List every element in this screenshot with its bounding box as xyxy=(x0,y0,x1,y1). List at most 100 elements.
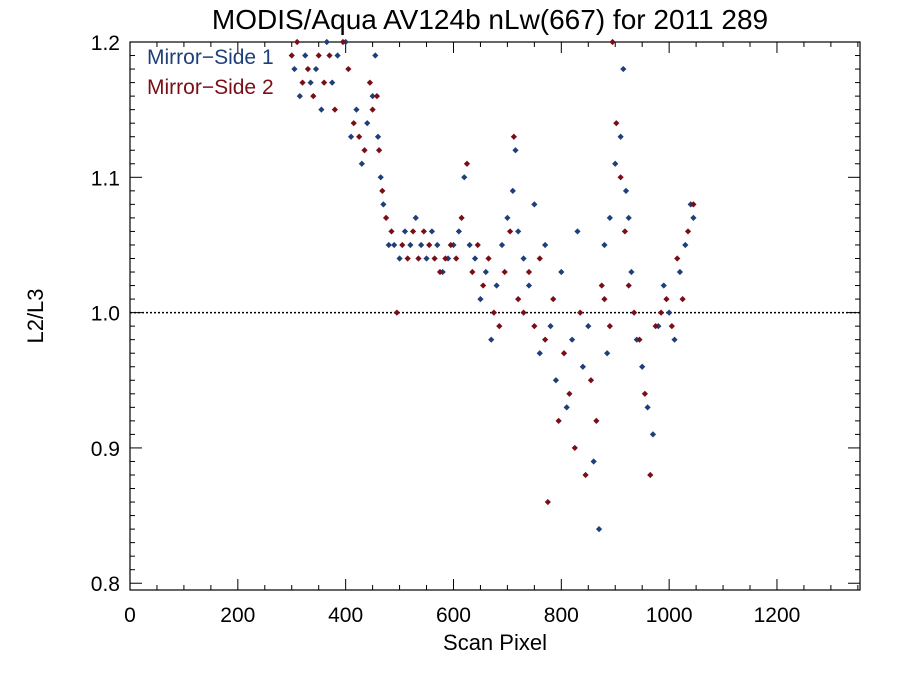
data-point xyxy=(294,38,301,46)
data-point xyxy=(531,323,538,330)
data-point xyxy=(373,93,381,100)
data-point xyxy=(625,282,632,289)
data-point xyxy=(490,309,498,316)
data-point xyxy=(423,255,430,262)
data-point xyxy=(558,268,565,276)
data-point xyxy=(587,377,595,384)
data-point xyxy=(480,282,487,289)
data-point xyxy=(353,106,360,113)
data-point xyxy=(347,133,355,140)
data-point xyxy=(563,404,570,411)
data-point xyxy=(612,160,619,167)
data-point xyxy=(679,295,686,303)
data-point xyxy=(641,390,648,397)
y-tick-label: 0.8 xyxy=(91,573,120,596)
data-point xyxy=(493,282,500,289)
data-point xyxy=(630,309,638,316)
data-point xyxy=(455,228,462,235)
data-point xyxy=(510,133,517,140)
data-point xyxy=(329,79,336,86)
data-point xyxy=(388,228,395,235)
data-point xyxy=(496,323,503,330)
data-point xyxy=(684,228,692,235)
x-tick-label: 0 xyxy=(124,604,136,627)
data-point xyxy=(461,174,468,181)
data-point xyxy=(399,241,406,249)
data-point xyxy=(525,282,533,289)
y-tick-label: 1.1 xyxy=(91,167,120,190)
data-point xyxy=(382,214,390,222)
data-point xyxy=(601,295,608,303)
plot-frame xyxy=(129,41,861,591)
data-point xyxy=(617,174,624,181)
data-point xyxy=(595,525,603,533)
data-point xyxy=(579,363,586,370)
data-point xyxy=(671,336,678,343)
data-point xyxy=(372,52,379,59)
data-point xyxy=(350,120,357,127)
data-point xyxy=(515,295,522,303)
data-point xyxy=(621,228,629,235)
data-point xyxy=(606,214,613,222)
x-tick-label: 200 xyxy=(220,604,255,627)
data-point xyxy=(663,295,670,303)
data-point xyxy=(326,52,333,59)
series-mirror-side-2 xyxy=(288,38,697,506)
data-point xyxy=(509,187,516,194)
x-axis-label: Scan Pixel xyxy=(443,630,547,655)
legend-mirror-side-2: Mirror−Side 2 xyxy=(147,76,274,99)
data-point xyxy=(601,241,608,249)
data-point xyxy=(622,187,630,194)
y-tick-label: 1.2 xyxy=(91,32,120,55)
data-point xyxy=(426,241,433,249)
data-point xyxy=(628,268,635,276)
y-tick-label: 0.9 xyxy=(91,438,120,461)
data-point xyxy=(471,255,479,262)
data-point xyxy=(520,255,527,262)
data-point xyxy=(428,228,436,235)
x-tick-label: 1000 xyxy=(646,604,693,627)
data-point xyxy=(613,120,620,127)
series-mirror-side-1 xyxy=(291,38,697,533)
data-point xyxy=(488,336,495,343)
data-point xyxy=(536,350,543,357)
x-tick-label: 1200 xyxy=(754,604,801,627)
data-point xyxy=(544,498,551,506)
data-point xyxy=(466,241,473,249)
data-point xyxy=(598,282,605,289)
data-point xyxy=(409,228,417,235)
data-point xyxy=(501,268,508,276)
data-point xyxy=(415,255,422,262)
data-point xyxy=(434,241,441,249)
data-point xyxy=(604,350,611,357)
data-point xyxy=(617,133,624,140)
data-point xyxy=(401,228,409,235)
data-point xyxy=(404,255,411,262)
data-point xyxy=(531,201,538,208)
data-point xyxy=(310,93,317,100)
y-tick-label: 1.0 xyxy=(91,303,120,326)
x-tick-label: 400 xyxy=(328,604,363,627)
data-point xyxy=(307,79,314,86)
data-point xyxy=(571,444,578,452)
data-point xyxy=(458,214,465,222)
tick-labels: 0 200 400 600 800 1000 1200 0.8 0.9 1.0 1.1 1.2 xyxy=(91,32,801,627)
data-point xyxy=(379,187,386,194)
data-point xyxy=(482,268,489,276)
data-point xyxy=(369,106,376,113)
data-point xyxy=(504,214,511,222)
data-point xyxy=(690,214,697,222)
data-point xyxy=(585,323,592,330)
data-point xyxy=(320,79,328,86)
data-point xyxy=(291,65,298,73)
x-tick-label: 800 xyxy=(544,604,579,627)
data-point xyxy=(393,309,400,316)
data-point xyxy=(577,309,584,316)
data-point xyxy=(302,52,309,59)
data-point xyxy=(676,268,684,276)
data-point xyxy=(391,241,398,249)
data-point xyxy=(431,255,438,262)
data-point xyxy=(364,120,371,127)
data-point xyxy=(453,255,460,262)
